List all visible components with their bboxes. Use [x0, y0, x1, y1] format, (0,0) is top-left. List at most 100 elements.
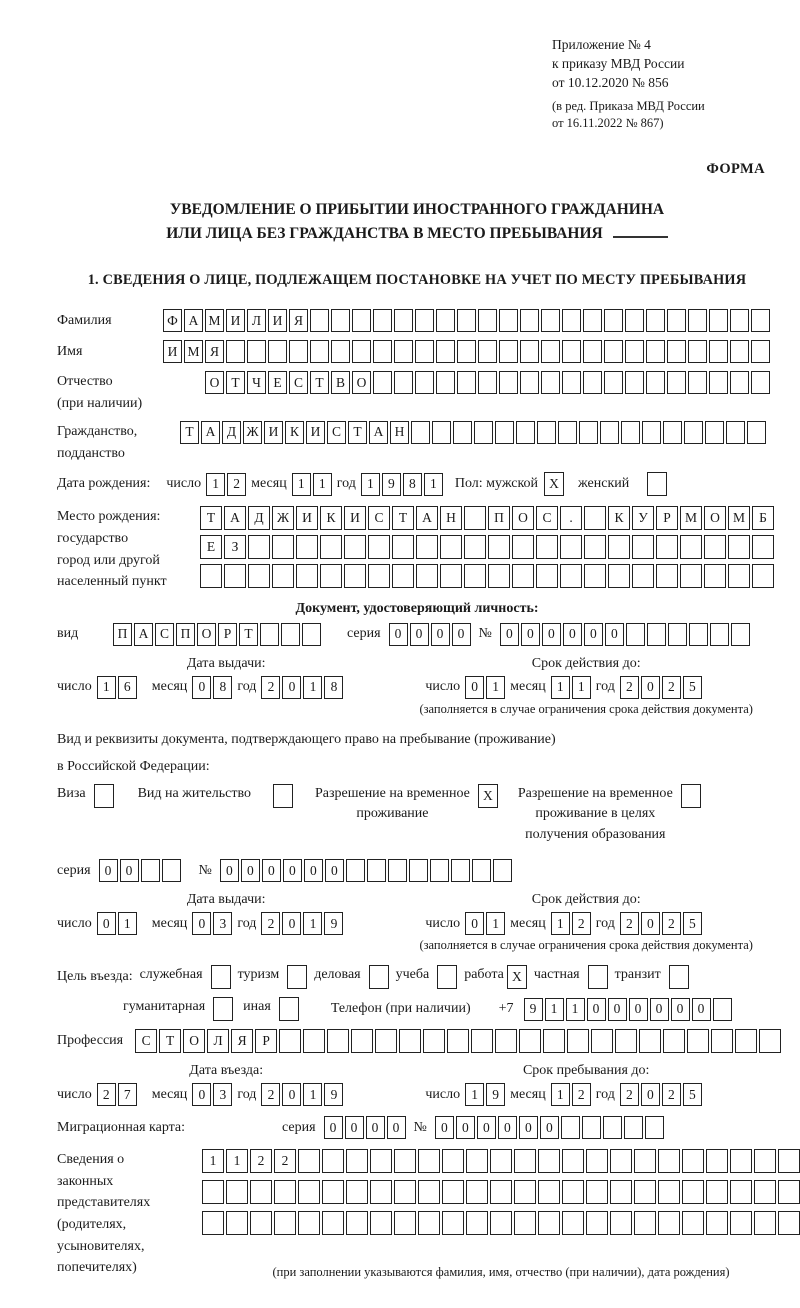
form-cell[interactable]: [226, 1211, 248, 1236]
form-cell[interactable]: 0: [586, 997, 606, 1021]
form-cell[interactable]: [373, 309, 392, 333]
form-cell[interactable]: [499, 340, 518, 364]
form-cell[interactable]: [322, 1180, 344, 1205]
form-cell[interactable]: [368, 535, 390, 560]
form-cell[interactable]: [608, 535, 630, 560]
form-cell[interactable]: [394, 1149, 416, 1174]
form-cell[interactable]: [688, 371, 707, 395]
form-cell[interactable]: [584, 564, 606, 589]
form-cell[interactable]: 1: [565, 997, 585, 1021]
form-cell[interactable]: М: [680, 506, 702, 531]
form-cell[interactable]: [490, 1180, 512, 1205]
form-cell[interactable]: [584, 535, 606, 560]
form-cell[interactable]: 3: [213, 912, 233, 936]
form-cell[interactable]: [392, 564, 414, 589]
form-cell[interactable]: [634, 1180, 656, 1205]
form-cell[interactable]: [706, 1211, 728, 1236]
form-cell[interactable]: 0: [219, 859, 239, 883]
form-cell[interactable]: .: [560, 506, 582, 531]
form-cell[interactable]: О: [205, 371, 224, 395]
form-cell[interactable]: [442, 1211, 464, 1236]
form-cell[interactable]: [538, 1149, 560, 1174]
form-cell[interactable]: [140, 859, 160, 883]
form-cell[interactable]: 1: [550, 1083, 570, 1107]
form-cell[interactable]: [457, 340, 476, 364]
form-cell[interactable]: [464, 535, 486, 560]
form-cell[interactable]: [747, 420, 766, 444]
form-cell[interactable]: [735, 1029, 758, 1054]
form-cell[interactable]: [478, 340, 497, 364]
form-cell[interactable]: [625, 622, 645, 646]
form-cell[interactable]: [751, 371, 770, 395]
form-cell[interactable]: 1: [486, 912, 506, 936]
form-cell[interactable]: [416, 564, 438, 589]
form-cell[interactable]: [562, 340, 581, 364]
form-cell[interactable]: 0: [541, 622, 561, 646]
form-cell[interactable]: Т: [392, 506, 414, 531]
form-cell[interactable]: Д: [222, 420, 241, 444]
form-cell[interactable]: [370, 1180, 392, 1205]
form-cell[interactable]: 9: [381, 472, 401, 496]
form-cell[interactable]: О: [183, 1029, 206, 1054]
form-cell[interactable]: М: [205, 309, 224, 333]
form-cell[interactable]: 0: [434, 1116, 454, 1140]
form-cell[interactable]: 0: [604, 622, 624, 646]
form-cell[interactable]: 8: [324, 675, 344, 699]
form-cell[interactable]: [604, 340, 623, 364]
form-cell[interactable]: 1: [303, 1083, 323, 1107]
form-cell[interactable]: И: [163, 340, 182, 364]
form-cell[interactable]: 1: [312, 472, 332, 496]
form-cell[interactable]: 2: [571, 912, 591, 936]
form-cell[interactable]: [331, 309, 350, 333]
form-cell[interactable]: 0: [386, 1116, 406, 1140]
form-cell[interactable]: [536, 535, 558, 560]
form-cell[interactable]: [520, 340, 539, 364]
form-cell[interactable]: [310, 309, 329, 333]
form-cell[interactable]: [632, 564, 654, 589]
form-cell[interactable]: 0: [518, 1116, 538, 1140]
form-cell[interactable]: [272, 535, 294, 560]
form-cell[interactable]: Ж: [272, 506, 294, 531]
form-cell[interactable]: П: [176, 622, 195, 646]
form-cell[interactable]: [346, 1180, 368, 1205]
form-cell[interactable]: [322, 1211, 344, 1236]
form-cell[interactable]: 0: [465, 675, 485, 699]
form-cell[interactable]: 0: [282, 859, 302, 883]
form-cell[interactable]: 1: [226, 1149, 248, 1174]
form-cell[interactable]: [586, 1149, 608, 1174]
form-cell[interactable]: [394, 371, 413, 395]
form-cell[interactable]: [464, 564, 486, 589]
form-cell[interactable]: 1: [206, 472, 226, 496]
form-cell[interactable]: [759, 1029, 782, 1054]
form-cell[interactable]: 8: [213, 675, 233, 699]
form-cell[interactable]: [730, 1149, 752, 1174]
form-cell[interactable]: [298, 1180, 320, 1205]
form-cell[interactable]: [587, 965, 608, 990]
form-cell[interactable]: А: [134, 622, 153, 646]
form-cell[interactable]: 1: [550, 912, 570, 936]
form-cell[interactable]: [490, 1149, 512, 1174]
form-cell[interactable]: [387, 859, 407, 883]
form-cell[interactable]: [583, 340, 602, 364]
form-cell[interactable]: Р: [218, 622, 237, 646]
form-cell[interactable]: [346, 1149, 368, 1174]
form-cell[interactable]: Ф: [163, 309, 182, 333]
form-cell[interactable]: [442, 1149, 464, 1174]
form-cell[interactable]: [754, 1149, 776, 1174]
form-cell[interactable]: [646, 622, 666, 646]
form-cell[interactable]: Н: [440, 506, 462, 531]
form-cell[interactable]: [687, 1029, 710, 1054]
form-cell[interactable]: [210, 965, 231, 990]
form-cell[interactable]: [730, 340, 749, 364]
form-cell[interactable]: 2: [274, 1149, 296, 1174]
form-cell[interactable]: 1: [544, 997, 564, 1021]
form-cell[interactable]: [642, 420, 661, 444]
form-cell[interactable]: В: [331, 371, 350, 395]
form-cell[interactable]: 2: [619, 912, 639, 936]
form-cell[interactable]: 0: [323, 1116, 343, 1140]
form-cell[interactable]: К: [320, 506, 342, 531]
form-cell[interactable]: [625, 309, 644, 333]
form-cell[interactable]: [394, 1180, 416, 1205]
form-cell[interactable]: [754, 1211, 776, 1236]
form-cell[interactable]: [490, 1211, 512, 1236]
